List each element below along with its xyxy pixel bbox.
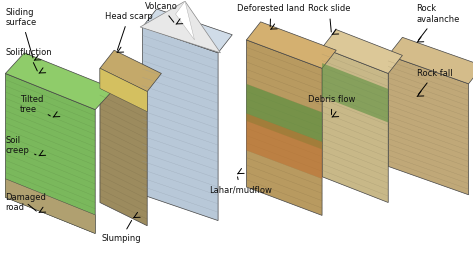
Text: Lahar/mudflow: Lahar/mudflow xyxy=(209,177,272,194)
Polygon shape xyxy=(5,53,114,110)
Text: Soil
creep: Soil creep xyxy=(5,136,36,155)
Polygon shape xyxy=(322,63,388,122)
Text: Damaged
road: Damaged road xyxy=(5,193,46,212)
Text: Rock
avalanche: Rock avalanche xyxy=(417,4,460,40)
Polygon shape xyxy=(322,48,388,203)
Polygon shape xyxy=(322,30,402,74)
Text: Volcano: Volcano xyxy=(145,2,178,22)
Polygon shape xyxy=(388,55,469,195)
Polygon shape xyxy=(140,1,220,53)
Text: Rock fall: Rock fall xyxy=(417,69,452,94)
Text: Slumping: Slumping xyxy=(101,220,141,243)
Polygon shape xyxy=(143,27,218,220)
Text: Solifluction: Solifluction xyxy=(5,48,52,71)
Polygon shape xyxy=(246,84,322,149)
Polygon shape xyxy=(100,50,161,92)
Polygon shape xyxy=(246,113,322,179)
Polygon shape xyxy=(5,179,95,233)
Polygon shape xyxy=(246,22,336,68)
Text: Tilted
tree: Tilted tree xyxy=(19,95,50,116)
Text: Head scarp: Head scarp xyxy=(105,12,153,50)
Polygon shape xyxy=(175,1,194,40)
Polygon shape xyxy=(5,74,95,233)
Polygon shape xyxy=(388,37,474,84)
Text: Sliding
surface: Sliding surface xyxy=(5,8,36,58)
Polygon shape xyxy=(100,68,147,112)
Polygon shape xyxy=(246,40,322,216)
Text: Rock slide: Rock slide xyxy=(308,4,350,32)
Text: Deforested land: Deforested land xyxy=(237,4,305,27)
Polygon shape xyxy=(143,9,232,53)
Text: Debris flow: Debris flow xyxy=(308,95,356,115)
Polygon shape xyxy=(100,68,147,226)
